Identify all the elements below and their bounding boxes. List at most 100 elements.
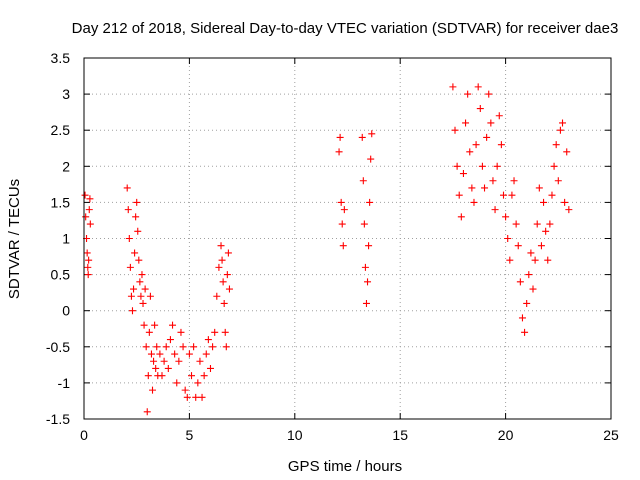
data-point [206, 364, 214, 372]
data-point [485, 90, 493, 98]
data-point [455, 191, 463, 199]
y-tick-label: 0 [62, 303, 70, 319]
data-point [171, 350, 179, 358]
data-point [158, 372, 166, 380]
data-point [211, 328, 219, 336]
data-point [135, 256, 143, 264]
x-axis-label: GPS time / hours [288, 458, 402, 475]
data-point [142, 343, 150, 351]
y-tick-label: 0.5 [51, 267, 71, 283]
data-point [359, 177, 367, 185]
data-point [131, 249, 139, 257]
data-point [143, 408, 151, 416]
data-point [209, 343, 217, 351]
data-point [563, 148, 571, 156]
data-point [83, 249, 91, 257]
data-point [368, 130, 376, 138]
data-point [215, 263, 223, 271]
data-point [529, 285, 537, 293]
data-point [124, 206, 132, 214]
data-point [367, 155, 375, 163]
data-point [362, 299, 370, 307]
data-point [190, 343, 198, 351]
data-point [145, 328, 153, 336]
data-point [449, 83, 457, 91]
data-point [175, 357, 183, 365]
data-point [340, 206, 348, 214]
data-point [504, 235, 512, 242]
data-point [487, 119, 495, 127]
data-point [478, 162, 486, 170]
data-point [552, 141, 560, 149]
data-point [166, 336, 174, 344]
data-point [466, 148, 474, 156]
data-point [141, 285, 149, 293]
data-point [527, 249, 535, 257]
data-point [85, 206, 93, 214]
data-point [149, 386, 157, 394]
tick-layer: 0 5 10 15 20 25 -1.5 -1 -0.5 0 0.5 1 1.5 2 2.5 3 3.5 [46, 50, 619, 443]
data-point [169, 321, 177, 329]
data-point [337, 198, 345, 206]
data-point [366, 198, 374, 206]
data-point [510, 177, 518, 185]
data-point [495, 112, 503, 120]
data-point [82, 213, 90, 221]
data-point [535, 184, 543, 192]
data-point [457, 213, 465, 221]
data-point [147, 350, 155, 358]
data-point [550, 162, 558, 170]
y-tick-label: 3.5 [51, 50, 71, 66]
data-point [181, 386, 189, 394]
x-tick-label: 15 [392, 427, 408, 443]
x-tick-label: 25 [603, 427, 619, 443]
data-point [497, 141, 505, 149]
data-point [127, 292, 135, 300]
data-point [134, 227, 142, 235]
x-tick-label: 5 [186, 427, 194, 443]
chart-title: Day 212 of 2018, Sidereal Day-to-day VTE… [72, 20, 619, 37]
data-point [537, 242, 545, 250]
data-point [533, 220, 541, 228]
data-point [151, 321, 159, 329]
y-tick-label: -1.5 [46, 411, 70, 427]
data-point [221, 328, 229, 336]
data-point [136, 278, 144, 286]
data-point [223, 271, 231, 279]
y-tick-label: 2.5 [51, 122, 71, 138]
data-point [86, 220, 94, 228]
y-tick-label: 2 [62, 158, 70, 174]
data-point [144, 372, 152, 380]
data-point [360, 220, 368, 228]
data-point [217, 242, 225, 250]
data-point [150, 357, 158, 365]
data-point [531, 256, 539, 264]
data-point [192, 393, 200, 401]
data-point [202, 350, 210, 358]
data-point [138, 271, 146, 279]
data-point [559, 119, 567, 127]
data-point [481, 184, 489, 192]
data-point [554, 177, 562, 185]
data-point [491, 206, 499, 214]
data-point [173, 379, 181, 387]
y-tick-label: -1 [58, 375, 71, 391]
data-point [204, 336, 212, 344]
data-point [565, 206, 573, 214]
data-point [523, 299, 531, 307]
data-point [146, 292, 154, 300]
data-point [177, 328, 185, 336]
y-tick-label: 1 [62, 231, 70, 247]
data-point [130, 285, 138, 293]
y-tick-label: 1.5 [51, 194, 71, 210]
data-point [125, 235, 133, 242]
x-tick-label: 0 [80, 427, 88, 443]
x-tick-label: 10 [287, 427, 303, 443]
data-point [179, 343, 187, 351]
data-point [462, 119, 470, 127]
data-point [502, 213, 510, 221]
y-tick-label: 3 [62, 86, 70, 102]
data-point [86, 195, 94, 203]
data-point [126, 263, 134, 271]
